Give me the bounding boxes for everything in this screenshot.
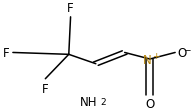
- Text: 2: 2: [100, 97, 106, 106]
- Text: O: O: [145, 98, 155, 111]
- Text: −: −: [183, 45, 191, 54]
- Text: O: O: [177, 47, 186, 59]
- Text: NH: NH: [80, 95, 97, 108]
- Text: F: F: [67, 2, 74, 15]
- Text: +: +: [152, 51, 159, 60]
- Text: F: F: [3, 47, 9, 59]
- Text: F: F: [42, 82, 49, 95]
- Text: N: N: [143, 53, 152, 66]
